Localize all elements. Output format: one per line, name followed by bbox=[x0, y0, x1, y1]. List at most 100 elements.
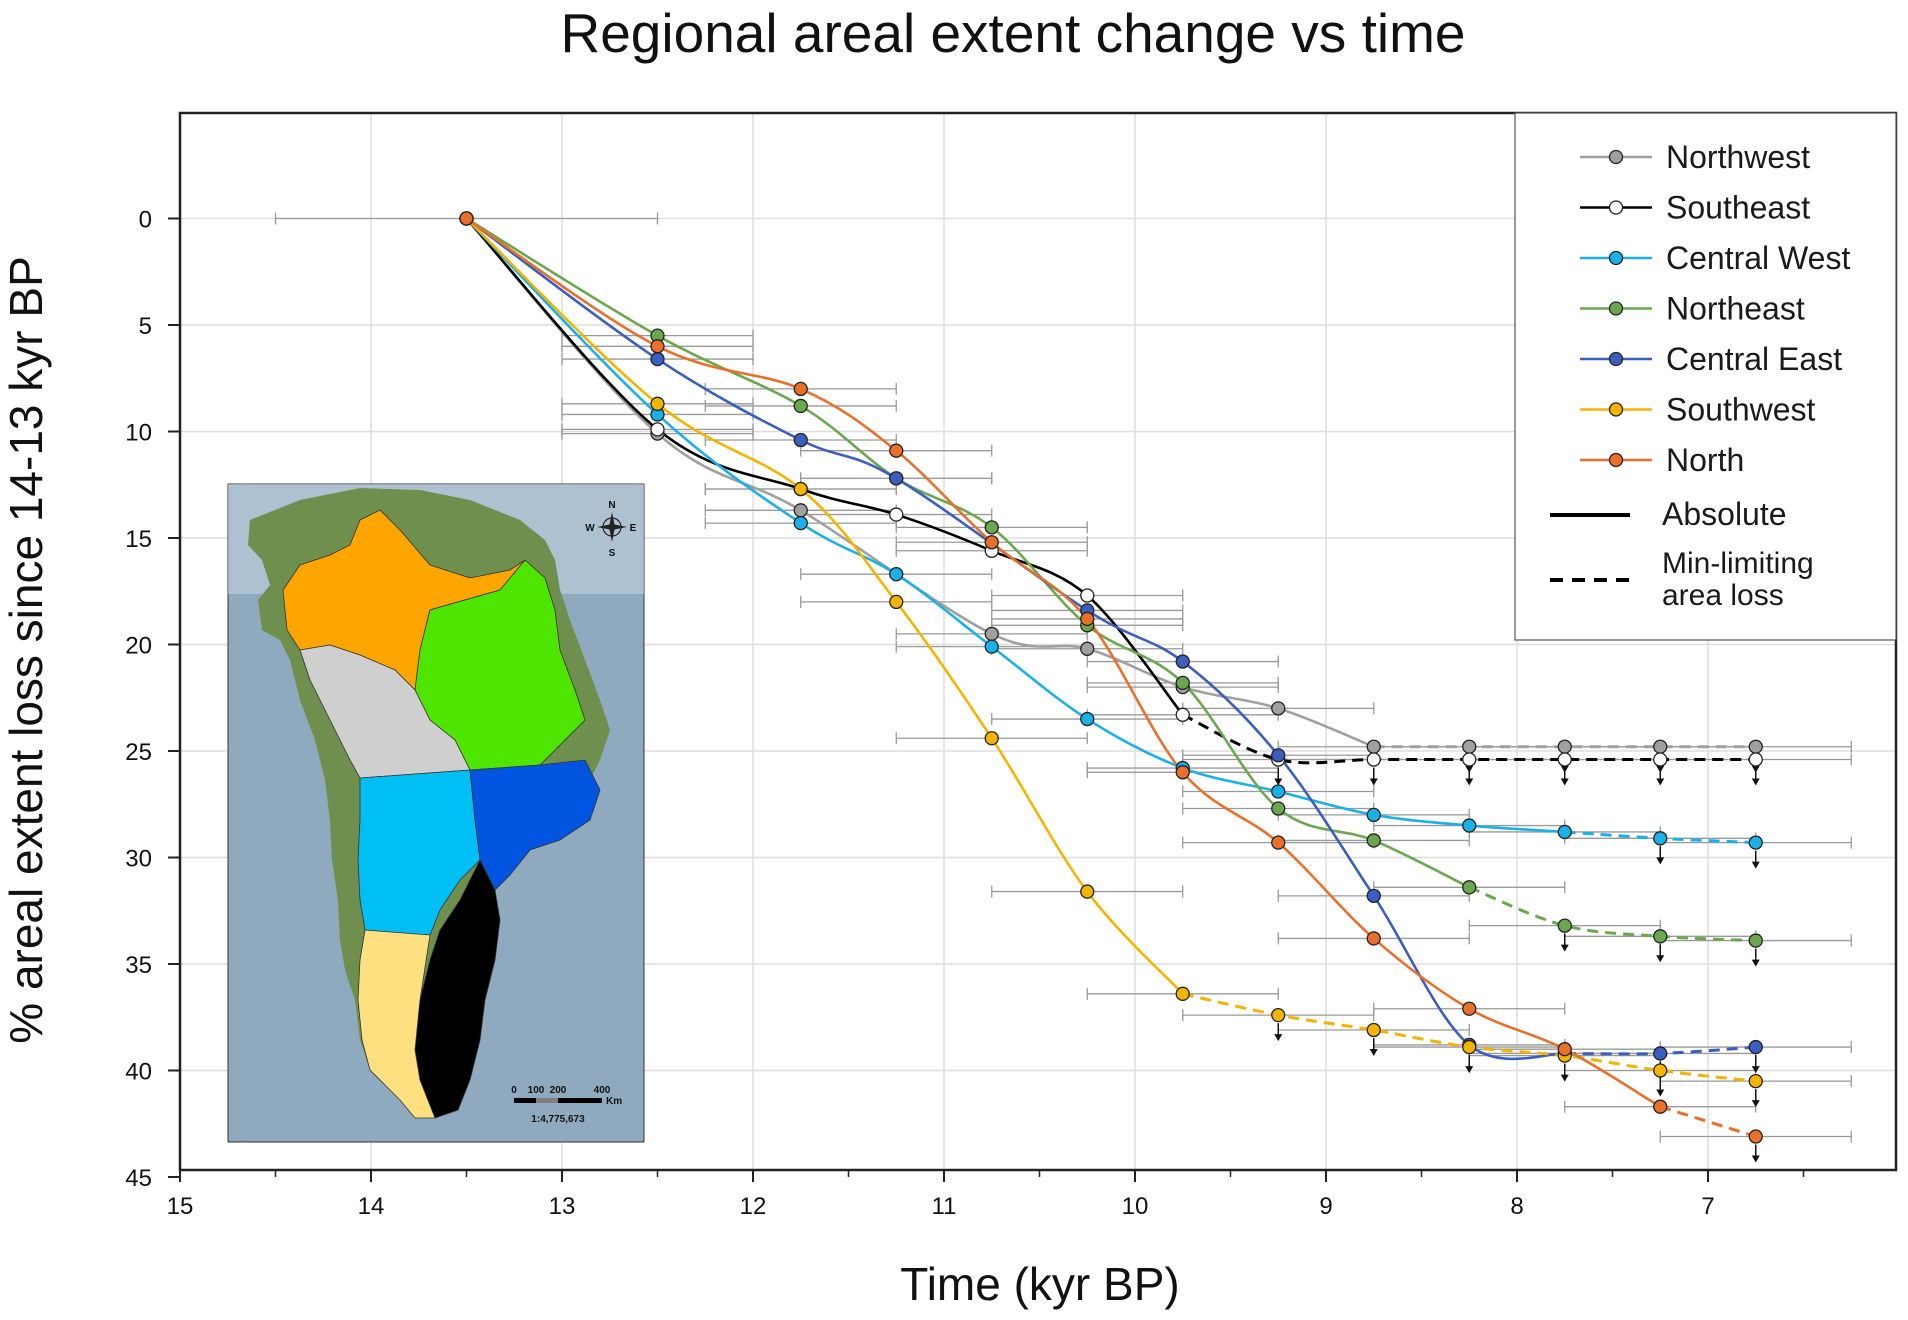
marker-central-west bbox=[1366, 807, 1381, 823]
legend-series-entries: Northwest Southeast Central West Northeast C… bbox=[1580, 139, 1850, 478]
compass-label-e: E bbox=[630, 523, 637, 534]
x-tick-label: 11 bbox=[932, 1193, 957, 1220]
marker-northwest bbox=[1653, 739, 1668, 754]
marker-central-west bbox=[1271, 784, 1286, 799]
x-tick-label: 13 bbox=[549, 1193, 576, 1220]
y-tick-label: 15 bbox=[125, 526, 152, 553]
marker-northwest bbox=[1557, 739, 1572, 754]
y-tick-label: 45 bbox=[125, 1165, 152, 1192]
marker-northwest bbox=[793, 503, 808, 518]
x-tick-label: 12 bbox=[740, 1193, 767, 1220]
scale-label-200: 200 bbox=[550, 1085, 567, 1096]
series-markers bbox=[459, 211, 1763, 1144]
marker-southeast bbox=[889, 507, 904, 522]
inset-map: N E S W 0 100 200 400 Km 1:4,775,673 bbox=[227, 483, 645, 1143]
marker-southeast bbox=[1080, 588, 1095, 603]
marker-southwest bbox=[1271, 1007, 1286, 1023]
y-tick-label: 30 bbox=[125, 846, 152, 873]
marker-north bbox=[1462, 1001, 1477, 1016]
region-central-east bbox=[469, 759, 601, 891]
scale-label-100: 100 bbox=[528, 1085, 545, 1096]
marker-southeast bbox=[1557, 752, 1572, 767]
legend-marker-northeast bbox=[1608, 301, 1624, 316]
legend-label-southwest: Southwest bbox=[1666, 392, 1816, 428]
legend-label-southeast: Southeast bbox=[1666, 190, 1810, 226]
down-arrow-head bbox=[1751, 1066, 1760, 1074]
scale-label-0: 0 bbox=[511, 1085, 517, 1096]
marker-central-east bbox=[1653, 1046, 1668, 1061]
marker-northwest bbox=[984, 626, 999, 641]
marker-northeast bbox=[1175, 675, 1190, 690]
x-axis-label: Time (kyr BP) bbox=[900, 1258, 1179, 1310]
marker-southwest bbox=[889, 594, 904, 610]
legend-label-min-limiting-1: Min-limiting bbox=[1662, 547, 1814, 580]
y-tick-label: 25 bbox=[125, 739, 152, 766]
compass-icon: N E S W bbox=[585, 500, 636, 559]
legend: Northwest Southeast Central West Northeast C… bbox=[1514, 112, 1897, 641]
down-arrow-head bbox=[1274, 778, 1283, 786]
marker-central-east bbox=[1175, 654, 1190, 669]
marker-north bbox=[650, 339, 665, 354]
y-tick-label: 10 bbox=[125, 420, 152, 447]
y-tick-label: 0 bbox=[139, 207, 152, 234]
marker-north bbox=[889, 443, 904, 458]
series-line-southwest bbox=[465, 217, 1184, 995]
down-arrow-head bbox=[1656, 1089, 1665, 1097]
y-tick-label: 40 bbox=[125, 1059, 152, 1086]
scale-unit: Km bbox=[606, 1096, 622, 1107]
marker-southwest bbox=[1653, 1063, 1668, 1078]
marker-north bbox=[1271, 835, 1286, 850]
x-tick-label: 15 bbox=[167, 1193, 194, 1220]
marker-northeast bbox=[1462, 880, 1477, 895]
marker-central-east bbox=[793, 432, 808, 448]
marker-northeast bbox=[793, 398, 808, 414]
marker-north bbox=[793, 381, 808, 397]
legend-box bbox=[1514, 112, 1897, 641]
marker-north bbox=[1557, 1042, 1572, 1057]
legend-marker-central-east bbox=[1608, 351, 1624, 367]
marker-north bbox=[1080, 611, 1095, 627]
scale-bar: 0 100 200 400 Km 1:4,775,673 bbox=[511, 1085, 622, 1125]
legend-label-north: North bbox=[1666, 442, 1744, 478]
marker-central-east bbox=[1748, 1039, 1763, 1055]
compass-label-s: S bbox=[609, 548, 616, 559]
x-tick-label: 14 bbox=[358, 1193, 385, 1220]
down-arrow-head bbox=[1751, 778, 1760, 786]
marker-north bbox=[1748, 1129, 1763, 1144]
marker-southeast bbox=[1175, 707, 1190, 722]
down-arrow-head bbox=[1751, 1155, 1760, 1163]
series-dashed-line-northeast bbox=[1468, 885, 1756, 943]
x-tick-label: 10 bbox=[1122, 1193, 1149, 1220]
marker-northeast bbox=[1271, 801, 1286, 816]
marker-northwest bbox=[1271, 701, 1286, 716]
compass-label-w: W bbox=[585, 523, 595, 534]
region-northwest-gray bbox=[299, 644, 471, 779]
legend-marker-southwest bbox=[1608, 402, 1624, 417]
marker-central-east bbox=[889, 471, 904, 486]
y-tick-label: 20 bbox=[125, 633, 152, 660]
legend-marker-northwest bbox=[1608, 149, 1624, 165]
legend-label-central-west: Central West bbox=[1666, 240, 1850, 276]
region-southeast bbox=[414, 859, 501, 1119]
down-arrow-head bbox=[1656, 857, 1665, 865]
legend-label-northwest: Northwest bbox=[1666, 139, 1810, 175]
compass-label-n: N bbox=[608, 500, 615, 511]
series-line-northeast bbox=[465, 217, 1470, 889]
marker-central-west bbox=[984, 639, 999, 654]
down-arrow-head bbox=[1465, 778, 1474, 786]
marker-northwest bbox=[1366, 739, 1381, 754]
down-arrow-head bbox=[1560, 1074, 1569, 1082]
marker-southeast bbox=[1748, 752, 1763, 767]
marker-northwest bbox=[1080, 641, 1095, 656]
chart-title: Regional areal extent change vs time bbox=[561, 2, 1466, 64]
marker-northwest bbox=[1748, 739, 1763, 754]
y-tick-label: 35 bbox=[125, 952, 152, 979]
marker-northeast bbox=[1366, 833, 1381, 848]
down-arrow-head bbox=[1751, 959, 1760, 967]
marker-central-east bbox=[650, 351, 665, 367]
down-arrow-head bbox=[1560, 778, 1569, 786]
marker-southeast bbox=[1653, 752, 1668, 767]
marker-central-west bbox=[1653, 831, 1668, 846]
y-axis-label: % areal extent loss since 14-13 kyr BP bbox=[0, 256, 52, 1043]
legend-label-northeast: Northeast bbox=[1666, 291, 1805, 327]
